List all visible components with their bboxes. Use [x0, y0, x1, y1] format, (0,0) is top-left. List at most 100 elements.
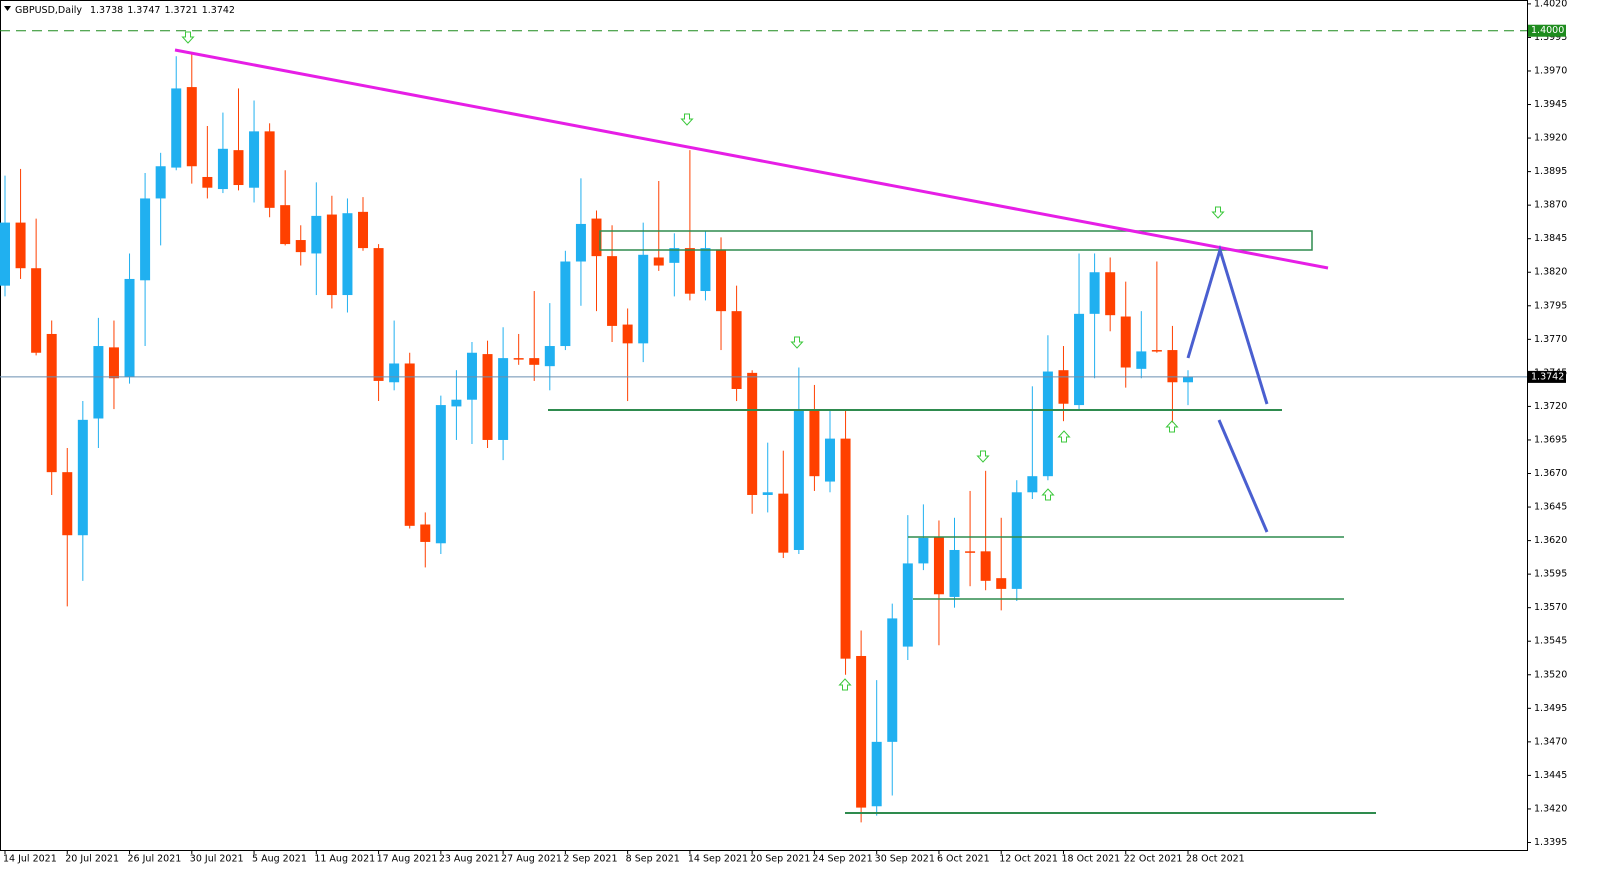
candle-body — [46, 333, 57, 473]
x-tick-label: 30 Jul 2021 — [190, 854, 244, 865]
x-tick-label: 22 Oct 2021 — [1124, 854, 1183, 865]
candle-body — [529, 358, 540, 365]
candle-body — [949, 549, 960, 597]
resistance-zone — [599, 230, 1313, 251]
candle-body — [1136, 351, 1147, 369]
y-tick-label: 1.3770 — [1534, 334, 1567, 345]
candle-body — [1167, 350, 1178, 383]
x-tick-label: 8 Sep 2021 — [626, 854, 680, 865]
candle-body — [575, 223, 586, 262]
candle-body — [1074, 313, 1085, 406]
candle-body — [731, 311, 742, 389]
candle-body — [560, 261, 571, 347]
candle-body — [202, 176, 213, 188]
level-label: 1.4000 — [1531, 25, 1564, 36]
header: GBPUSD,Daily 1.3738 1.3747 1.3721 1.3742 — [4, 5, 235, 16]
marks — [0, 30, 1527, 823]
candle-body — [498, 358, 509, 440]
candle-body — [358, 211, 369, 249]
candle-body — [684, 248, 695, 294]
candle-body — [607, 256, 618, 326]
y-tick-label: 1.3570 — [1534, 602, 1567, 613]
y-tick-label: 1.3620 — [1534, 535, 1567, 546]
candle-body — [420, 524, 431, 542]
y-tick-label: 1.3970 — [1534, 65, 1567, 76]
x-tick-label: 30 Sep 2021 — [875, 854, 935, 865]
x-tick-label: 20 Jul 2021 — [65, 854, 119, 865]
candle-body — [871, 741, 882, 807]
y-tick-label: 1.3545 — [1534, 636, 1567, 647]
candle-body — [1058, 370, 1069, 404]
ohlc-open: 1.3738 — [90, 5, 123, 16]
down-arrow — [790, 336, 804, 349]
candle-body — [435, 405, 446, 544]
candle-body — [793, 410, 804, 550]
annotations — [174, 31, 1376, 814]
y-tick-label: 1.3795 — [1534, 300, 1567, 311]
candle-body — [482, 354, 493, 440]
fractal-arrows — [181, 31, 1225, 691]
y-tick-label: 1.3495 — [1534, 703, 1567, 714]
x-tick-label: 28 Oct 2021 — [1186, 854, 1245, 865]
candle-body — [389, 363, 400, 383]
x-tick-label: 2 Sep 2021 — [563, 854, 617, 865]
candle-body — [326, 214, 337, 296]
candle-body — [716, 249, 727, 312]
y-tick-label: 1.3645 — [1534, 502, 1567, 513]
candle-body — [918, 537, 929, 564]
y-tick-label: 1.3720 — [1534, 401, 1567, 412]
candle-body — [186, 87, 197, 167]
candle-body — [700, 248, 711, 292]
y-tick-label: 1.3445 — [1534, 770, 1567, 781]
candle-body — [171, 88, 182, 168]
y-tick-label: 1.3820 — [1534, 267, 1567, 278]
candle-body — [62, 472, 73, 536]
x-tick-label: 14 Sep 2021 — [688, 854, 748, 865]
header-text: GBPUSD,Daily 1.3738 1.3747 1.3721 1.3742 — [15, 5, 235, 16]
candle-body — [824, 438, 835, 482]
down-arrow — [1211, 206, 1225, 219]
y-tick-label: 1.3945 — [1534, 99, 1567, 110]
candle-body — [1151, 350, 1162, 352]
x-tick-label: 5 Aug 2021 — [252, 854, 307, 865]
projection — [1186, 244, 1269, 405]
candle-body — [653, 257, 664, 266]
candle-body — [342, 213, 353, 296]
candle-body — [466, 352, 477, 400]
ohlc-high: 1.3747 — [127, 5, 160, 16]
candle-body — [856, 655, 867, 808]
x-tick-label: 27 Aug 2021 — [501, 854, 562, 865]
candle-body — [108, 347, 119, 379]
candle-body — [1089, 272, 1100, 314]
candle-body — [15, 222, 26, 269]
y-tick-label: 1.3695 — [1534, 434, 1567, 445]
y-tick-label: 1.3845 — [1534, 233, 1567, 244]
candle-body — [249, 131, 260, 188]
candle-body — [373, 248, 384, 381]
price-label-box — [1528, 370, 1566, 383]
x-tick-label: 6 Oct 2021 — [937, 854, 990, 865]
candle-body — [140, 198, 151, 281]
candle-body — [1027, 476, 1038, 493]
candle-body — [902, 563, 913, 647]
down-arrow — [181, 31, 195, 44]
candle-body — [311, 215, 322, 254]
level-label-box — [1528, 24, 1566, 37]
y-tick-label: 1.3995 — [1534, 32, 1567, 43]
plot-frame — [0, 0, 1528, 851]
candle-body — [840, 438, 851, 659]
candle-body — [451, 399, 462, 407]
candle-body — [1120, 316, 1131, 368]
y-tick-label: 1.3420 — [1534, 803, 1567, 814]
y-tick-label: 1.3520 — [1534, 669, 1567, 680]
candle-body — [747, 372, 758, 495]
ohlc-close: 1.3742 — [202, 5, 235, 16]
x-tick-label: 12 Oct 2021 — [999, 854, 1058, 865]
y-tick-label: 1.3395 — [1534, 837, 1567, 848]
candle-body — [809, 410, 820, 477]
candle-body — [155, 166, 166, 199]
candle-body — [591, 218, 602, 257]
y-tick-label: 1.3870 — [1534, 200, 1567, 211]
ohlc-low: 1.3721 — [164, 5, 197, 16]
